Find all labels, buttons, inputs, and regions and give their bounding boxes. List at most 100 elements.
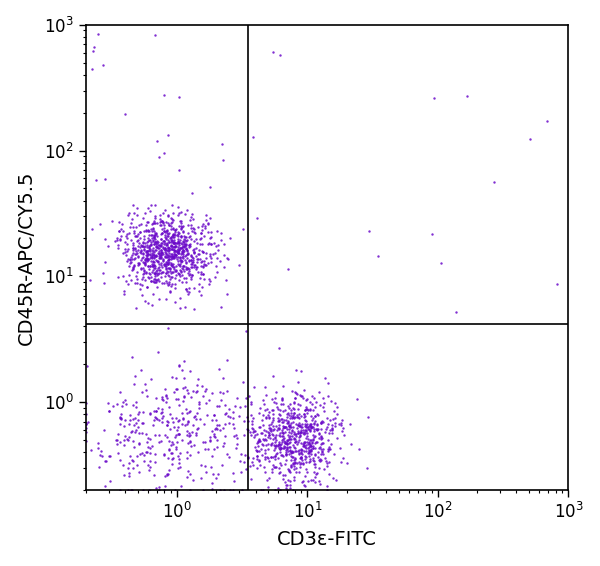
Point [274, 413, 283, 422]
Point [171, 251, 181, 260]
Point [187, 213, 196, 222]
Point [192, 263, 202, 272]
Point [328, 421, 337, 430]
Point [167, 251, 176, 260]
Point [290, 434, 300, 443]
Point [277, 432, 287, 441]
Point [186, 393, 196, 402]
Point [148, 224, 158, 233]
Point [139, 234, 148, 243]
Point [200, 444, 209, 453]
Point [164, 323, 173, 332]
Point [136, 263, 146, 272]
Point [165, 275, 175, 284]
Point [295, 462, 305, 471]
Point [299, 413, 308, 422]
Point [179, 392, 188, 401]
Point [272, 449, 282, 458]
Point [313, 453, 323, 462]
Point [203, 227, 212, 236]
Point [184, 255, 194, 264]
Point [181, 232, 190, 241]
Point [179, 413, 188, 422]
Point [148, 249, 157, 258]
Point [157, 268, 167, 277]
Point [112, 436, 121, 445]
Point [305, 435, 315, 444]
Point [159, 220, 169, 229]
Point [302, 408, 312, 417]
Point [160, 206, 170, 215]
Point [335, 444, 345, 453]
Point [209, 431, 219, 440]
Point [114, 227, 124, 236]
Point [267, 467, 277, 476]
Point [156, 230, 166, 239]
Point [185, 407, 195, 416]
Point [233, 393, 242, 402]
Point [158, 242, 167, 251]
Point [214, 420, 223, 429]
Point [152, 252, 161, 261]
Point [298, 476, 307, 485]
Point [173, 268, 182, 277]
Point [138, 252, 148, 261]
Point [151, 201, 160, 210]
Point [160, 244, 170, 253]
Point [142, 448, 151, 457]
Point [164, 255, 174, 264]
Point [153, 275, 163, 284]
Point [272, 440, 281, 449]
Point [171, 430, 181, 439]
Point [269, 48, 278, 57]
Point [97, 452, 107, 461]
Point [328, 424, 337, 433]
Point [131, 271, 141, 280]
Point [113, 273, 122, 282]
Point [198, 269, 208, 278]
Point [130, 232, 140, 241]
Point [295, 436, 304, 445]
Point [301, 453, 311, 462]
Point [160, 262, 170, 271]
Point [311, 431, 320, 440]
Point [196, 229, 205, 238]
Point [174, 246, 184, 255]
Point [151, 393, 161, 402]
Point [296, 426, 306, 435]
Point [127, 426, 137, 435]
Point [323, 419, 332, 428]
Point [171, 265, 181, 274]
Point [307, 411, 316, 421]
Point [198, 262, 208, 271]
Point [150, 263, 160, 272]
Point [316, 440, 326, 449]
Point [319, 450, 328, 459]
Point [296, 452, 305, 461]
Point [172, 426, 181, 435]
Point [153, 257, 163, 266]
Point [156, 248, 166, 258]
Point [140, 260, 150, 269]
Point [295, 454, 305, 463]
Point [166, 410, 175, 419]
Point [200, 261, 209, 270]
Point [309, 456, 319, 465]
Point [131, 249, 140, 258]
Point [307, 441, 316, 450]
Point [153, 404, 163, 413]
Point [182, 236, 191, 245]
Point [279, 415, 289, 424]
Point [218, 442, 228, 451]
Point [272, 441, 281, 451]
Point [268, 421, 278, 430]
Point [178, 236, 188, 245]
Point [302, 419, 311, 428]
Point [175, 362, 184, 371]
Point [336, 418, 346, 427]
Point [152, 265, 162, 274]
Point [164, 245, 173, 254]
Point [166, 448, 176, 457]
Point [128, 264, 138, 273]
Point [201, 468, 211, 477]
